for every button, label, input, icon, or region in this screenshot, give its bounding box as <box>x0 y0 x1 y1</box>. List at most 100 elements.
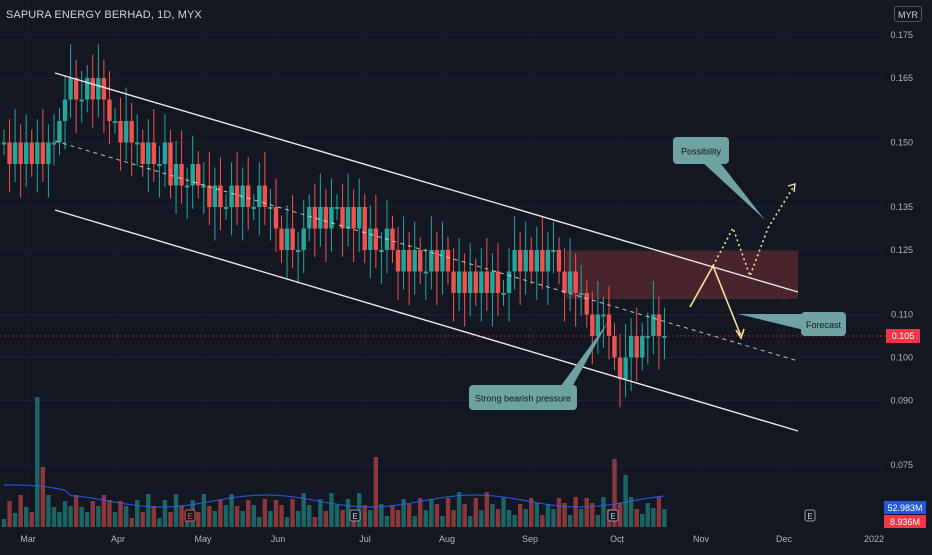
callout-label: Forecast <box>806 320 842 330</box>
volume-bar <box>479 510 484 527</box>
volume-bar <box>323 511 329 527</box>
candle <box>473 271 478 293</box>
candle <box>279 228 284 250</box>
volume-bar <box>284 517 290 527</box>
candle <box>567 271 573 293</box>
event-marker[interactable] <box>607 509 619 522</box>
volume-bar <box>368 510 373 527</box>
volume-bar <box>490 504 495 527</box>
candle <box>290 228 295 250</box>
volume-bar <box>207 506 212 527</box>
candle <box>545 250 551 272</box>
volume-bar <box>545 504 551 527</box>
last-price-badge <box>886 329 920 343</box>
candle <box>312 207 317 229</box>
volume-bar <box>329 493 334 527</box>
volume-bar <box>617 503 623 527</box>
candle <box>484 271 490 293</box>
volume-bar <box>334 505 340 527</box>
volume-bar <box>551 509 556 527</box>
event-marker[interactable] <box>349 509 361 522</box>
volume-bar <box>35 397 40 527</box>
channel-upper-line[interactable] <box>54 72 799 293</box>
callout-box[interactable] <box>469 385 577 410</box>
volume-bar <box>645 503 650 527</box>
volume-bar <box>212 511 218 527</box>
volume-bar <box>512 515 517 527</box>
last-price-label: 0.105 <box>892 331 915 341</box>
volume-ma-label: 8.936M <box>890 517 920 527</box>
possibility-path[interactable] <box>712 185 795 279</box>
channel-middle-line[interactable] <box>54 140 799 362</box>
volume-bar <box>201 494 206 527</box>
candle <box>623 357 628 379</box>
volume-bar <box>556 498 562 527</box>
candle <box>601 314 606 317</box>
candle <box>379 250 384 252</box>
candle <box>157 164 162 166</box>
time-tick-label: Dec <box>776 534 793 544</box>
candle <box>334 207 340 209</box>
candle <box>229 185 234 207</box>
volume-bar <box>434 504 440 527</box>
volume-bar <box>634 509 639 527</box>
candle <box>662 336 667 338</box>
channel-lower-line[interactable] <box>54 209 799 432</box>
volume-bar <box>262 499 268 527</box>
volume-bar <box>373 457 379 527</box>
price-tick-label: 0.090 <box>890 396 913 406</box>
event-marker[interactable] <box>184 509 196 522</box>
price-tick-label: 0.125 <box>890 245 913 255</box>
event-marker-label: E <box>610 512 615 521</box>
volume-bar <box>251 505 256 527</box>
forecast-arrow-icon <box>735 328 745 340</box>
candle <box>273 207 279 229</box>
candle <box>284 228 290 250</box>
candle <box>368 228 373 250</box>
callout-label: Possibility <box>681 147 722 157</box>
candle <box>523 250 528 272</box>
event-marker-label: E <box>352 512 357 521</box>
candle <box>207 185 212 207</box>
volume-bar <box>540 515 545 527</box>
volume-bar <box>473 498 478 527</box>
event-marker[interactable] <box>804 509 816 522</box>
candle <box>73 78 79 100</box>
candle <box>1 142 7 145</box>
volume-bar <box>501 498 506 527</box>
volume-bar <box>24 507 29 527</box>
volume-bar <box>462 504 467 527</box>
event-marker-label: E <box>807 512 812 521</box>
callout-box[interactable] <box>673 137 729 164</box>
candle <box>651 314 656 336</box>
callout-box[interactable] <box>801 312 846 336</box>
price-tick-label: 0.175 <box>890 30 913 40</box>
volume-bar <box>107 500 112 527</box>
callout-label: Strong bearish pressure <box>475 394 571 404</box>
candle <box>517 250 523 272</box>
time-tick-label: Apr <box>111 534 125 544</box>
candle <box>7 142 12 164</box>
candle <box>584 293 589 315</box>
candle <box>112 121 118 123</box>
volume-bar <box>412 516 417 527</box>
volume-bar <box>223 505 229 527</box>
volume-label: 52.983M <box>887 503 922 513</box>
volume-bar <box>85 512 90 527</box>
volume-bar <box>445 498 451 527</box>
candle <box>590 314 595 336</box>
callout-tail <box>700 160 765 220</box>
candle <box>79 99 84 102</box>
candle <box>462 271 467 293</box>
volume-bar <box>40 467 46 527</box>
currency-button[interactable]: MYR <box>894 6 922 22</box>
volume-bar <box>146 494 151 527</box>
candle <box>51 142 57 145</box>
volume-bar <box>628 497 634 527</box>
volume-bar <box>379 504 384 527</box>
candle <box>423 271 428 274</box>
candle <box>251 207 256 209</box>
candle <box>562 271 567 293</box>
